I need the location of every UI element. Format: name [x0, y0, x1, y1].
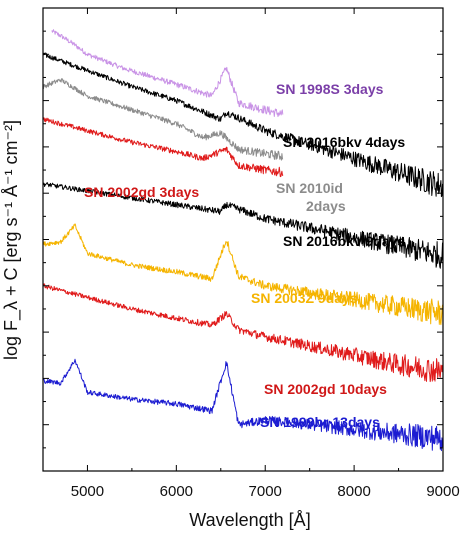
- x-tick-label: 9000: [426, 483, 459, 500]
- series-label-5-line-0: SN 2003Z 9days: [251, 290, 358, 306]
- series-label-0-line-0: SN 1998S 3days: [276, 81, 384, 97]
- spectrum-line-7: [42, 358, 444, 452]
- spectrum-line-5: [42, 223, 444, 326]
- spectrum-line-6: [42, 283, 444, 383]
- spectrum-line-3: [42, 117, 284, 178]
- spectrum-line-1: [43, 52, 444, 198]
- series-label-layer: SN 1998S 3days SN 2016bkv 4days SN 2010id 2…: [84, 81, 405, 430]
- spectrum-line-2: [42, 78, 284, 161]
- series-label-2-line-0: SN 2010id: [276, 180, 343, 196]
- x-tick-label: 6000: [160, 483, 193, 500]
- series-label-6-line-0: SN 2002gd 10days: [264, 381, 387, 397]
- spectrum-line-0: [51, 29, 284, 117]
- x-tick-label: 5000: [71, 483, 104, 500]
- x-tick-label: 8000: [337, 483, 370, 500]
- series-label-7-line-0: SN 1999br 13days: [260, 414, 380, 430]
- x-axis-label: Wavelength [Å]: [189, 510, 310, 530]
- spectrum-line-4: [42, 181, 444, 270]
- tick-layer: 5000 6000 7000 8000 9000: [42, 7, 460, 500]
- series-label-3-line-0: SN 2002gd 3days: [84, 184, 199, 200]
- series-label-1-line-0: SN 2016bkv 4days: [283, 134, 405, 150]
- spectra-layer: [42, 29, 444, 452]
- series-label-2-line-1: 2days: [306, 198, 346, 214]
- x-tick-label: 7000: [249, 483, 282, 500]
- y-axis-label: log F_λ + C [erg s⁻¹ Å⁻¹ cm⁻²]: [1, 120, 22, 360]
- series-label-4-line-0: SN 2016bkv 9days: [283, 233, 405, 249]
